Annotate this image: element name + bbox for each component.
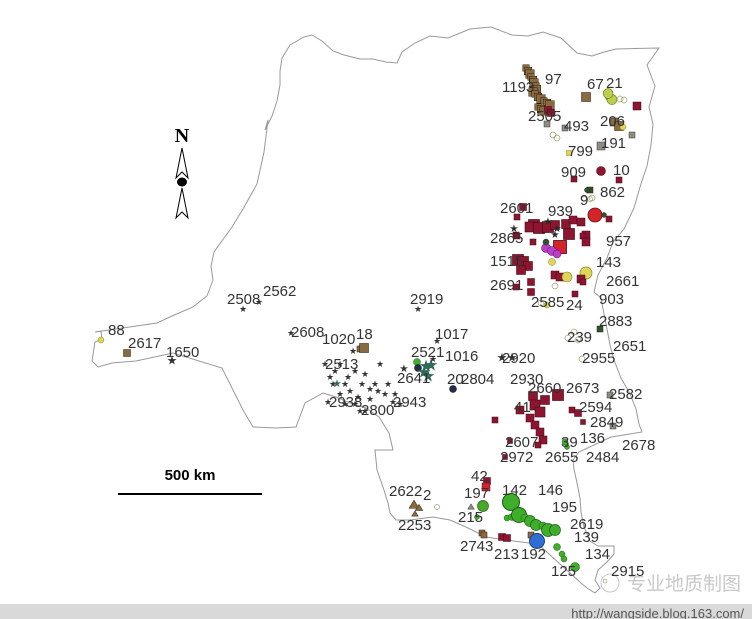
svg-text:2804: 2804 (461, 371, 494, 388)
svg-text:146: 146 (538, 482, 563, 499)
svg-text:2562: 2562 (263, 283, 296, 300)
svg-text:215: 215 (458, 509, 483, 526)
svg-text:2: 2 (423, 487, 431, 504)
svg-text:2641: 2641 (397, 370, 430, 387)
svg-text:67: 67 (587, 76, 604, 93)
svg-text:2622: 2622 (389, 483, 422, 500)
svg-text:41: 41 (514, 399, 531, 416)
svg-text:1650: 1650 (166, 344, 199, 361)
svg-text:★: ★ (366, 384, 374, 394)
svg-text:2955: 2955 (582, 350, 615, 367)
svg-text:239: 239 (567, 329, 592, 346)
svg-text:9: 9 (580, 192, 588, 209)
svg-text:2655: 2655 (545, 449, 578, 466)
svg-text:2865: 2865 (490, 230, 523, 247)
svg-text:2601: 2601 (500, 200, 533, 217)
svg-text:939: 939 (548, 203, 573, 220)
svg-text:2919: 2919 (410, 291, 443, 308)
svg-text:42: 42 (471, 468, 488, 485)
svg-text:142: 142 (502, 482, 527, 499)
svg-text:500 km: 500 km (165, 467, 216, 484)
svg-text:★: ★ (332, 378, 342, 390)
svg-text:1016: 1016 (445, 348, 478, 365)
svg-text:195: 195 (552, 499, 577, 516)
svg-text:143: 143 (596, 254, 621, 271)
svg-text:2585: 2585 (531, 294, 564, 311)
svg-text:2943: 2943 (393, 394, 426, 411)
svg-text:2849: 2849 (590, 414, 623, 431)
svg-text:21: 21 (606, 75, 623, 92)
svg-text:2678: 2678 (622, 437, 655, 454)
svg-text:2253: 2253 (398, 517, 431, 534)
svg-text:2508: 2508 (227, 291, 260, 308)
svg-text:2484: 2484 (586, 449, 619, 466)
svg-text:206: 206 (600, 113, 625, 130)
svg-text:2691: 2691 (490, 277, 523, 294)
svg-text:2661: 2661 (606, 273, 639, 290)
svg-text:2608: 2608 (291, 324, 324, 341)
svg-text:957: 957 (606, 233, 631, 250)
svg-text:★: ★ (374, 386, 382, 396)
svg-text:2651: 2651 (613, 338, 646, 355)
svg-text:862: 862 (600, 184, 625, 201)
svg-text:★: ★ (361, 369, 369, 379)
svg-text:191: 191 (601, 135, 626, 152)
svg-text:139: 139 (574, 529, 599, 546)
svg-text:★: ★ (550, 229, 560, 241)
svg-text:799: 799 (568, 143, 593, 160)
svg-text:2883: 2883 (599, 313, 632, 330)
svg-text:1017: 1017 (435, 326, 468, 343)
svg-text:213: 213 (494, 546, 519, 563)
svg-text:1020: 1020 (322, 331, 355, 348)
svg-text:★: ★ (344, 372, 352, 382)
svg-text:125: 125 (551, 563, 576, 580)
svg-text:136: 136 (580, 430, 605, 447)
svg-text:18: 18 (356, 326, 373, 343)
svg-text:903: 903 (599, 291, 624, 308)
svg-text:2743: 2743 (460, 538, 493, 555)
svg-text:197: 197 (464, 485, 489, 502)
svg-text:97: 97 (545, 71, 562, 88)
svg-text:2920: 2920 (502, 350, 535, 367)
svg-text:★: ★ (358, 379, 366, 389)
svg-text:2513: 2513 (325, 356, 358, 373)
svg-text:2505: 2505 (528, 108, 561, 125)
svg-text:2673: 2673 (566, 380, 599, 397)
svg-text:2972: 2972 (500, 449, 533, 466)
svg-text:2582: 2582 (609, 386, 642, 403)
svg-text:2915: 2915 (611, 563, 644, 580)
svg-text:909: 909 (561, 164, 586, 181)
svg-text:2521: 2521 (411, 344, 444, 361)
svg-text:1515: 1515 (490, 253, 523, 270)
svg-text:88: 88 (108, 322, 125, 339)
svg-text:2938: 2938 (329, 394, 362, 411)
svg-text:2617: 2617 (128, 335, 161, 352)
svg-text:1193: 1193 (502, 79, 534, 96)
svg-text:★: ★ (376, 359, 384, 369)
svg-text:★: ★ (384, 379, 392, 389)
svg-text:10: 10 (613, 162, 630, 179)
svg-text:493: 493 (564, 118, 589, 135)
svg-text:24: 24 (566, 297, 583, 314)
svg-text:N: N (175, 125, 190, 147)
svg-text:192: 192 (521, 546, 546, 563)
svg-text:2660: 2660 (528, 380, 561, 397)
svg-text:134: 134 (585, 546, 610, 563)
svg-text:★: ★ (381, 389, 389, 399)
svg-text:2800: 2800 (361, 402, 394, 419)
